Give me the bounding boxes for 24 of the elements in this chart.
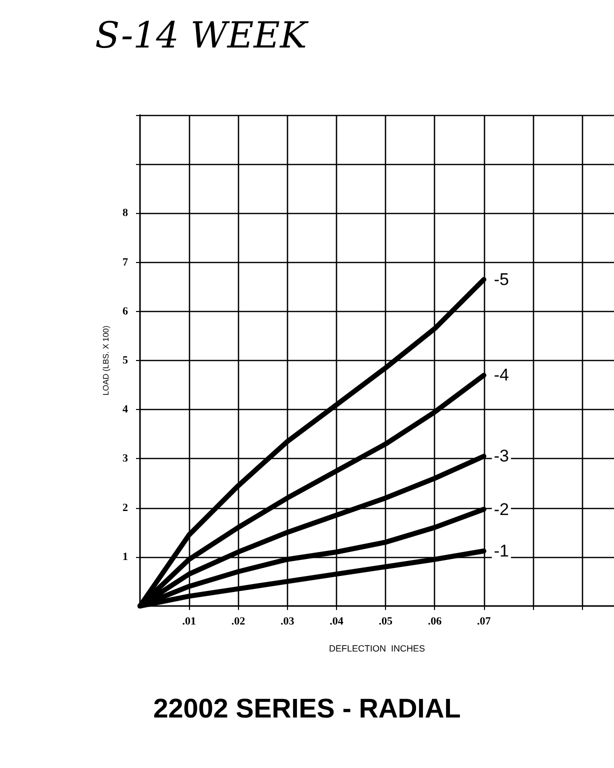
text: 22002 SERIES - RADIAL [153,694,461,724]
series-label: -5 [494,270,509,289]
x-axis-title: DEFLECTION INCHES [328,644,426,654]
y-tick-label: 5 [122,354,128,366]
x-tick-label: .04 [330,616,344,628]
y-tick-label: 3 [122,452,128,465]
x-tick-label: .02 [231,616,246,628]
y-tick-label: 4 [122,404,128,416]
y-tick-label: 2 [122,502,128,514]
x-tick-label: .06 [428,616,442,628]
y-tick-label: 7 [122,256,128,268]
x-tick-label: .01 [182,616,196,628]
y-axis-title: LOAD (LBS. X 100) [102,325,110,396]
x-tick-label: .03 [280,616,295,628]
series-label: -2 [494,500,509,519]
text: S-14 WEEK [95,16,309,56]
y-tick-label: 8 [122,207,128,220]
series-label: -3 [494,446,509,466]
x-tick-label: .07 [476,616,492,628]
y-tick-label: 6 [122,305,128,318]
series-label: -4 [494,366,509,385]
x-tick-label: .05 [378,616,393,628]
series-label: -1 [494,542,509,561]
y-tick-label: 1 [122,550,128,563]
